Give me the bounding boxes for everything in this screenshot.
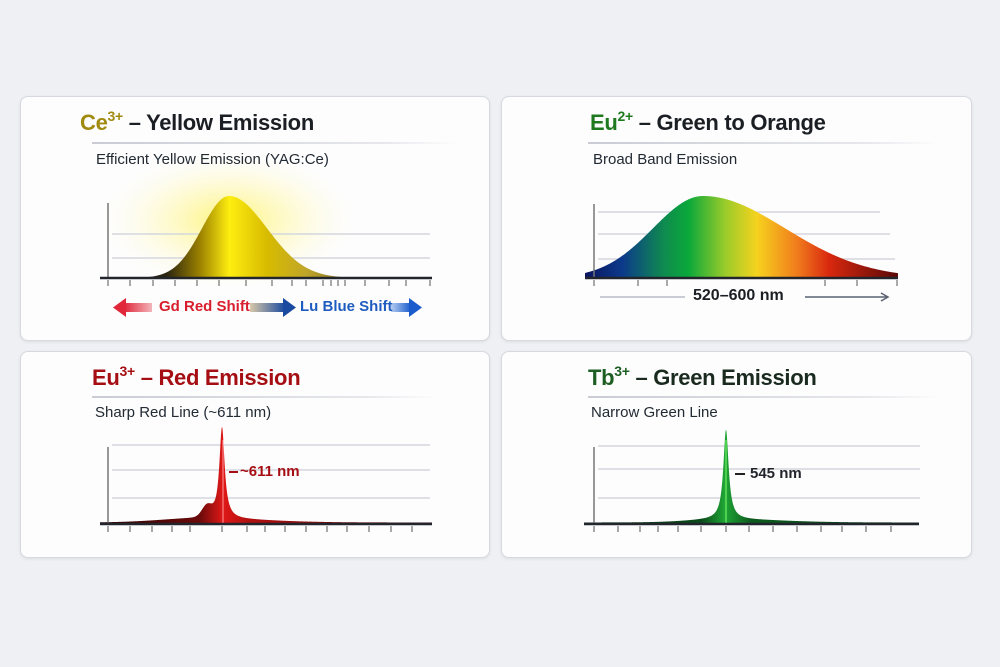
red-shift-arrow <box>113 298 152 317</box>
eu2-title-text: – Green to Orange <box>632 110 826 135</box>
eu2-emission-curve <box>585 196 898 278</box>
eu2-title: Eu2+ – Green to Orange <box>590 108 826 136</box>
range-arrow <box>600 292 890 302</box>
tb-subtitle: Narrow Green Line <box>591 404 718 421</box>
eu2-charge: 2+ <box>617 108 634 124</box>
ce-divider <box>92 142 457 144</box>
lu-blue-shift-label: Lu Blue Shift <box>300 298 393 315</box>
eu3-ion: Eu <box>92 365 120 390</box>
axis-ticks <box>107 280 898 532</box>
eu2-ion: Eu <box>590 110 618 135</box>
tb-ion: Tb <box>588 365 615 390</box>
ce-title-text: – Yellow Emission <box>122 110 315 135</box>
blue-shift-arrow <box>391 298 422 317</box>
ce-title: Ce3+ – Yellow Emission <box>80 108 315 136</box>
axes <box>100 203 919 526</box>
tb-title-text: – Green Emission <box>629 365 817 390</box>
eu2-range-label: 520–600 nm <box>693 287 784 304</box>
eu3-charge: 3+ <box>119 363 136 379</box>
tb-charge: 3+ <box>614 363 630 379</box>
eu2-divider <box>588 142 938 144</box>
ce-ion: Ce <box>80 110 108 135</box>
eu3-title-text: – Red Emission <box>134 365 301 390</box>
tb-title: Tb3+ – Green Emission <box>588 363 817 391</box>
tb-peak-label: 545 nm <box>750 465 802 482</box>
eu2-subtitle: Broad Band Emission <box>593 151 738 168</box>
eu3-title: Eu3+ – Red Emission <box>92 363 301 391</box>
ce-charge: 3+ <box>107 108 124 124</box>
gd-red-shift-label: Gd Red Shift <box>159 298 250 315</box>
ce-subtitle: Efficient Yellow Emission (YAG:Ce) <box>96 151 329 168</box>
eu3-subtitle: Sharp Red Line (~611 nm) <box>95 404 272 421</box>
tb-divider <box>588 396 938 398</box>
ce-emission-curve <box>100 196 432 278</box>
eu3-peak-label: ~611 nm <box>240 463 300 480</box>
center-shift-arrow <box>250 298 296 317</box>
eu3-divider <box>92 396 437 398</box>
